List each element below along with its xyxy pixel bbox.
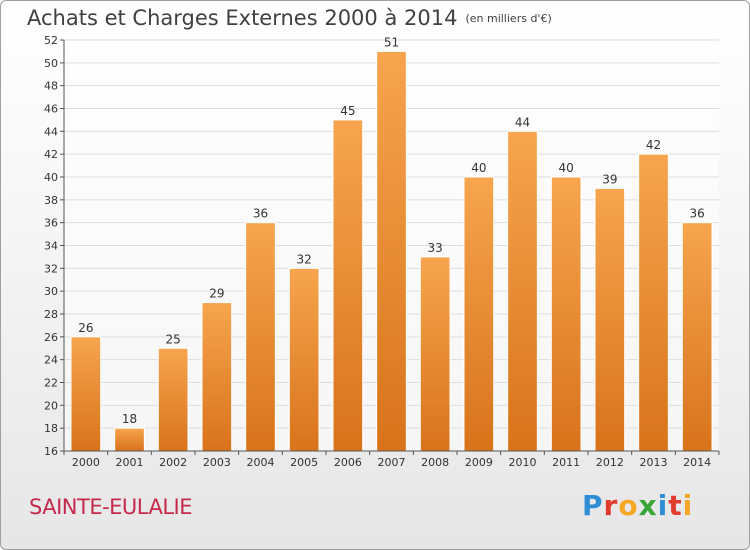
x-tick-label-2004: 2004 [247,456,275,469]
y-tick-label: 44 [44,125,58,138]
data-label-2005: 32 [297,252,312,266]
data-label-2009: 40 [471,161,486,175]
bar-2014 [681,222,713,452]
y-tick-label: 42 [44,148,58,161]
bar-2000 [70,336,102,452]
data-label-2011: 40 [559,161,574,175]
x-tick-label-2001: 2001 [116,456,144,469]
x-tick-label-2008: 2008 [421,456,449,469]
data-label-2002: 25 [166,332,181,346]
bar-2005 [288,267,320,452]
bar-2002 [157,347,189,452]
y-tick-label: 52 [44,34,58,47]
bar-2006 [332,119,364,452]
logo-letter: x [638,489,658,522]
bar-2008 [419,256,451,452]
x-tick-label-2012: 2012 [596,456,624,469]
x-tick-label-2014: 2014 [683,456,711,469]
data-label-2010: 44 [515,115,530,129]
y-tick-label: 36 [44,217,58,230]
data-label-2006: 45 [340,104,355,118]
chart-title: Achats et Charges Externes 2000 à 2014 (e… [27,6,552,30]
x-tick-label-2006: 2006 [334,456,362,469]
x-tick-label-2011: 2011 [552,456,580,469]
bar-2010 [507,130,538,452]
x-tick-label-2010: 2010 [509,456,537,469]
x-tick-label-2003: 2003 [203,456,231,469]
y-tick-label: 20 [44,399,58,412]
y-tick-label: 48 [44,80,58,93]
bar-2013 [638,153,669,452]
logo-letter: P [582,489,604,522]
bar-2007 [376,50,407,452]
y-tick-label: 16 [44,445,58,458]
chart-subtitle: (en milliers d'€) [465,12,552,25]
bar-2011 [550,176,582,452]
place-name: SAINTE-EULALIE [29,495,193,519]
bar-2004 [245,222,276,452]
logo-letter: i [682,489,694,522]
y-tick-label: 26 [44,331,58,344]
y-tick-label: 38 [44,194,58,207]
data-label-2013: 42 [646,138,661,152]
y-tick-label: 24 [44,354,58,367]
data-label-2008: 33 [428,241,443,255]
y-tick-label: 34 [44,240,58,253]
data-label-2003: 29 [209,287,224,301]
x-tick-label-2013: 2013 [640,456,668,469]
y-tick-label: 40 [44,171,58,184]
data-label-2004: 36 [253,207,268,221]
bar-2012 [594,187,626,452]
logo-letter: o [618,489,639,522]
y-tick-label: 32 [44,262,58,275]
data-label-2014: 36 [690,207,705,221]
x-tick-label-2005: 2005 [290,456,318,469]
bar-2001 [114,427,145,452]
logo-letter: t [668,489,683,522]
chart-title-text: Achats et Charges Externes 2000 à 2014 [27,6,458,30]
bar-2009 [463,176,495,452]
x-tick-label-2002: 2002 [159,456,187,469]
data-label-2007: 51 [384,35,399,49]
y-tick-label: 30 [44,285,58,298]
y-tick-label: 50 [44,57,58,70]
x-tick-label-2009: 2009 [465,456,493,469]
data-label-2000: 26 [78,321,93,335]
y-tick-label: 46 [44,103,58,116]
x-tick-label-2007: 2007 [378,456,406,469]
proxiti-logo[interactable]: Proxiti [582,489,693,522]
x-tick-label-2000: 2000 [72,456,100,469]
bar-2003 [201,302,233,452]
y-tick-label: 18 [44,422,58,435]
logo-letter: r [603,489,619,522]
y-tick-label: 22 [44,377,58,390]
data-label-2001: 18 [122,412,137,426]
data-label-2012: 39 [602,172,617,186]
y-tick-label: 28 [44,308,58,321]
logo-letter: i [657,489,669,522]
